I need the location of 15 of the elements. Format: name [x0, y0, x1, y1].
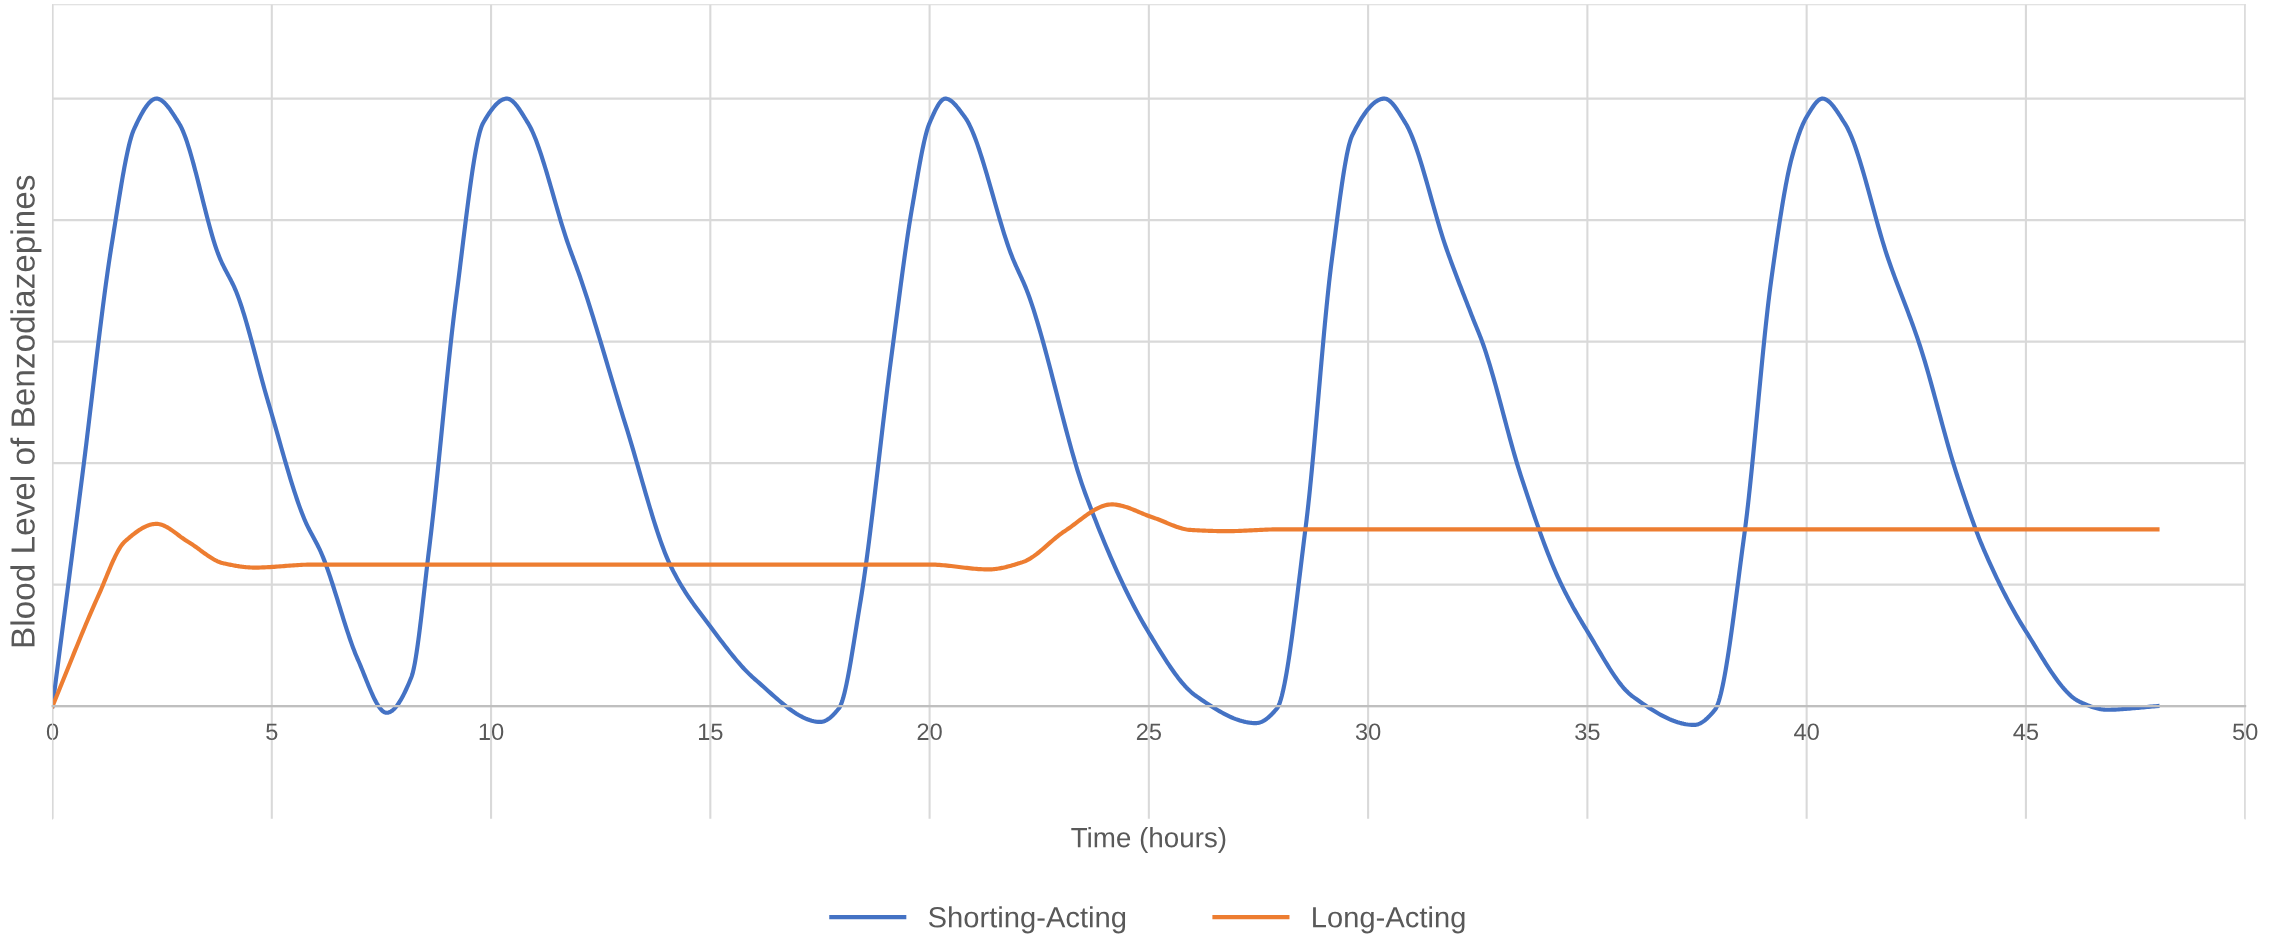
legend-label: Shorting-Acting [928, 906, 1126, 934]
x-tick-label: 5 [266, 723, 278, 741]
x-tick-label: 20 [917, 723, 942, 741]
x-axis-title: Time (hours) [1071, 827, 1226, 853]
y-axis-title: Blood Level of Benzodiazepines [10, 175, 42, 647]
x-tick-label: 40 [1794, 723, 1819, 741]
x-tick-label: 45 [2013, 723, 2039, 741]
x-tick-label: 30 [1355, 723, 1381, 741]
x-tick-label: 10 [479, 723, 504, 741]
legend-label: Long-Acting [1313, 906, 1465, 934]
x-tick-label: 25 [1136, 723, 1161, 741]
x-tick-label: 0 [46, 723, 59, 741]
x-tick-label: 15 [698, 723, 723, 741]
x-tick-label: 50 [2232, 723, 2258, 741]
x-tick-label: 35 [1575, 723, 1600, 741]
